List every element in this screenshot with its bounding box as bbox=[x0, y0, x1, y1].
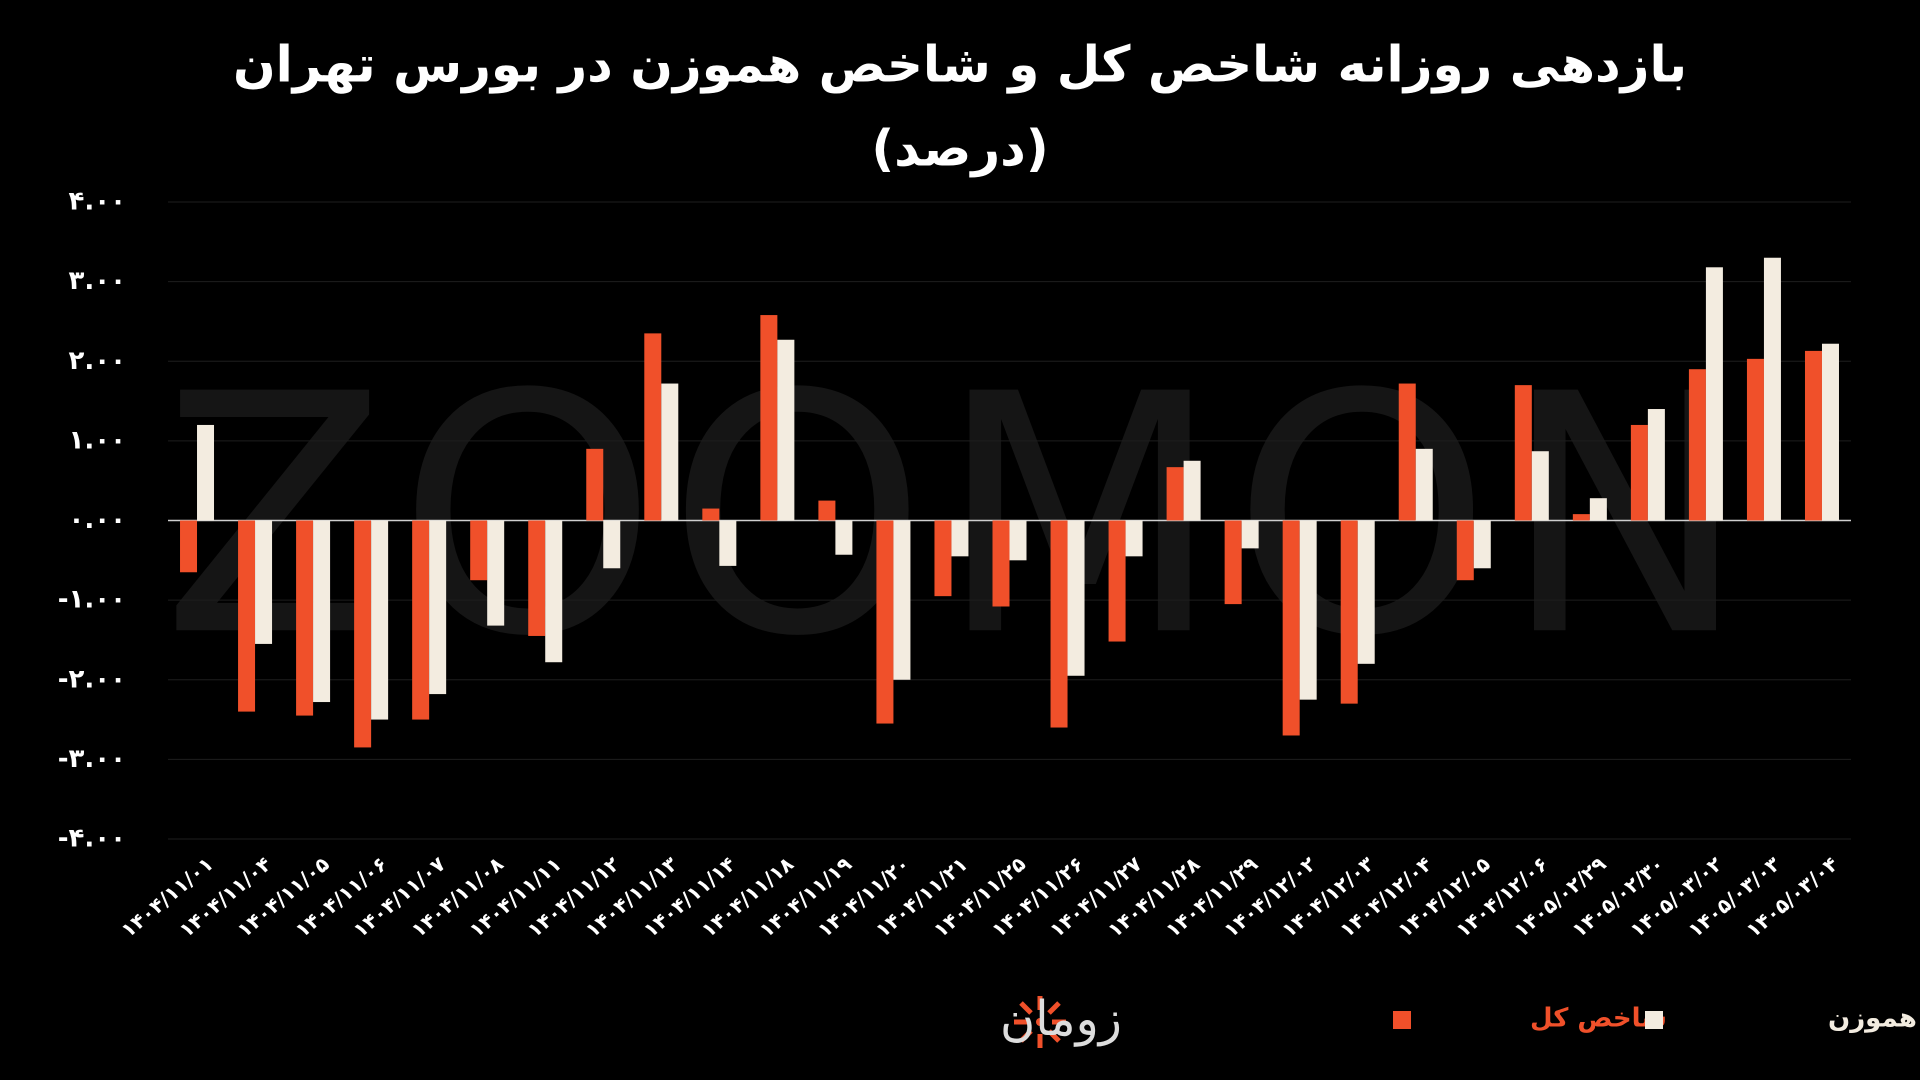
bar bbox=[1456, 520, 1474, 581]
bar bbox=[893, 520, 911, 680]
bar bbox=[719, 520, 737, 566]
bar bbox=[1398, 383, 1416, 521]
bar bbox=[1224, 520, 1242, 605]
bar bbox=[1067, 520, 1085, 676]
bar bbox=[238, 520, 256, 712]
bar bbox=[528, 520, 546, 636]
bar bbox=[1282, 520, 1300, 736]
bar bbox=[1514, 385, 1532, 521]
bar bbox=[354, 520, 372, 748]
bar bbox=[1473, 520, 1491, 569]
bar bbox=[487, 520, 505, 626]
bar bbox=[197, 424, 215, 521]
bar bbox=[1630, 424, 1648, 521]
bar bbox=[1763, 257, 1781, 521]
bar bbox=[313, 520, 331, 703]
bar bbox=[1241, 520, 1259, 549]
bar bbox=[835, 520, 853, 555]
bar bbox=[1705, 267, 1723, 521]
bar bbox=[1746, 358, 1764, 521]
bar bbox=[586, 448, 604, 521]
legend-label: شاخص هموزن bbox=[1828, 1004, 1920, 1034]
legend-label: شاخص کل bbox=[1530, 1004, 1667, 1034]
bar bbox=[777, 339, 795, 521]
bar bbox=[1050, 520, 1068, 728]
bar bbox=[1009, 520, 1027, 561]
bar bbox=[1688, 369, 1706, 521]
y-tick-label: -۴.۰۰ bbox=[58, 824, 126, 854]
y-tick-label: -۲.۰۰ bbox=[58, 664, 126, 694]
bar bbox=[1340, 520, 1358, 704]
chart-title: بازدهی روزانه شاخص کل و شاخص هموزن در بو… bbox=[233, 36, 1687, 95]
bar bbox=[1357, 520, 1375, 664]
bar bbox=[1531, 451, 1549, 521]
legend-swatch bbox=[1645, 1011, 1663, 1029]
bar bbox=[255, 520, 273, 644]
bar bbox=[1166, 467, 1184, 521]
y-tick-label: ۱.۰۰ bbox=[69, 425, 126, 455]
logo-text: زومان bbox=[1000, 991, 1122, 1047]
chart-subtitle: (درصد) bbox=[871, 120, 1048, 178]
bar bbox=[1183, 460, 1201, 521]
bar bbox=[180, 520, 198, 573]
bar bbox=[1299, 520, 1317, 700]
y-tick-label: ۳.۰۰ bbox=[69, 266, 126, 296]
bar bbox=[934, 520, 952, 597]
bar bbox=[1108, 520, 1126, 642]
logo-icon bbox=[1014, 996, 1066, 1048]
bar bbox=[661, 383, 679, 521]
bar bbox=[470, 520, 488, 581]
bar bbox=[1572, 514, 1590, 521]
bar bbox=[1589, 498, 1607, 521]
y-tick-label: -۳.۰۰ bbox=[58, 744, 126, 774]
logo: زومان bbox=[1000, 991, 1122, 1048]
bar bbox=[876, 520, 894, 724]
bar bbox=[1821, 343, 1839, 521]
bar bbox=[603, 520, 621, 569]
bar bbox=[412, 520, 430, 720]
y-tick-label: ۴.۰۰ bbox=[69, 187, 126, 217]
bar bbox=[760, 315, 778, 521]
bar bbox=[992, 520, 1010, 607]
bar bbox=[1804, 350, 1822, 521]
bar bbox=[644, 333, 662, 521]
bar bbox=[818, 500, 836, 521]
bar bbox=[1125, 520, 1143, 557]
bar bbox=[429, 520, 447, 695]
bar bbox=[951, 520, 969, 557]
bar bbox=[1415, 448, 1433, 521]
bar bbox=[296, 520, 314, 716]
bar bbox=[1647, 409, 1665, 521]
bar bbox=[545, 520, 563, 663]
legend-swatch bbox=[1393, 1011, 1411, 1029]
bar bbox=[702, 508, 720, 521]
y-tick-label: -۱.۰۰ bbox=[58, 585, 126, 615]
bar bbox=[371, 520, 389, 720]
y-tick-label: ۰.۰۰ bbox=[69, 505, 126, 535]
y-tick-label: ۲.۰۰ bbox=[69, 346, 126, 376]
